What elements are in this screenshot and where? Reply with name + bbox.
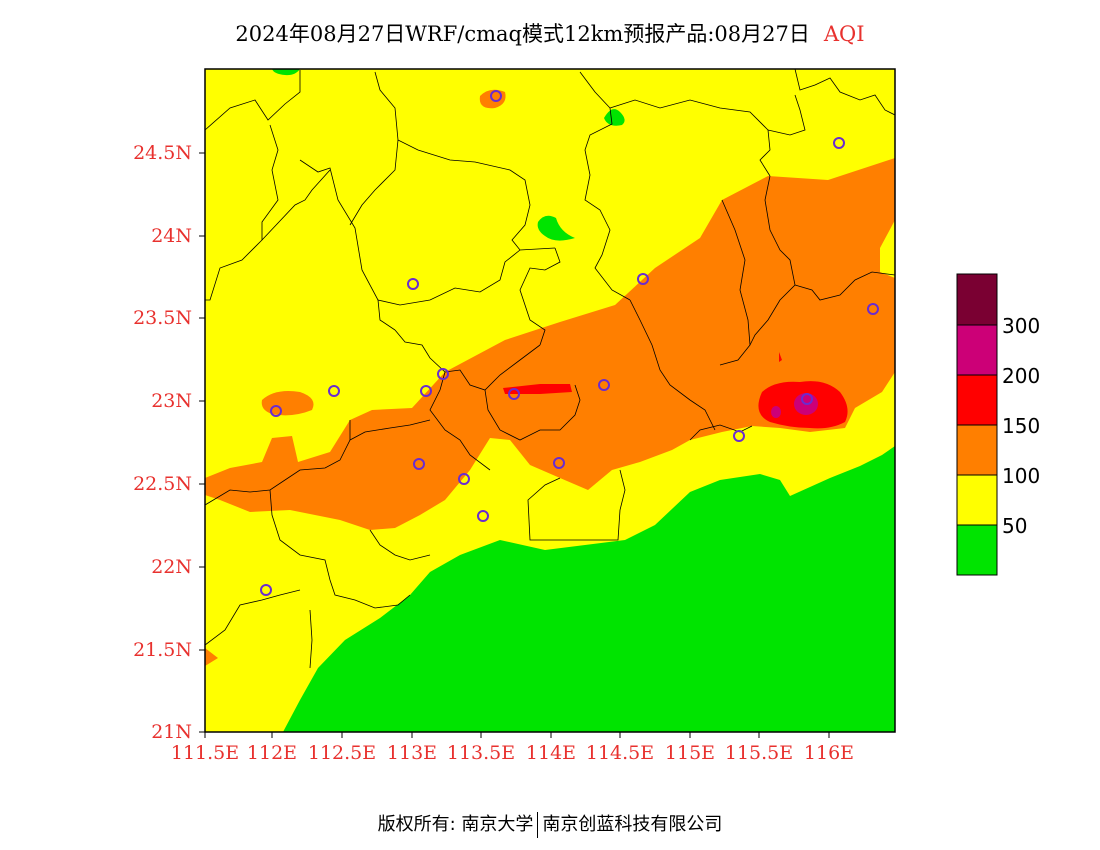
city-marker[interactable] (490, 90, 502, 102)
city-marker[interactable] (458, 473, 470, 485)
lon-label: 112E (246, 742, 298, 764)
legend-swatch-unhealthy (956, 374, 998, 426)
city-marker[interactable] (328, 385, 340, 397)
lat-label: 23.5N (133, 307, 192, 329)
zone-unhealthy-dot (779, 352, 782, 362)
zone-sensitive-west (261, 391, 314, 416)
lat-label: 21.5N (133, 639, 192, 661)
legend-swatch-hazardous (956, 273, 998, 326)
lat-label: 22.5N (133, 473, 192, 495)
city-marker[interactable] (413, 458, 425, 470)
lat-label: 24N (151, 225, 192, 247)
lon-label: 114E (525, 742, 577, 764)
city-marker[interactable] (477, 510, 489, 522)
city-marker[interactable] (407, 278, 419, 290)
axis-ticks (199, 152, 830, 738)
lon-label: 113E (386, 742, 438, 764)
city-marker[interactable] (801, 393, 813, 405)
zone-sensitive-southwest (205, 648, 218, 666)
lon-label: 111.5E (170, 742, 240, 764)
legend-label: 300 (1002, 314, 1041, 338)
legend-colorbar (956, 273, 998, 576)
legend-label: 200 (1002, 364, 1041, 388)
legend-swatch-very-unhealthy (956, 324, 998, 376)
footer-separator (537, 812, 539, 838)
legend-label: 100 (1002, 464, 1041, 488)
lon-label: 116E (803, 742, 855, 764)
city-marker[interactable] (867, 303, 879, 315)
footer-right: 南京创蓝科技有限公司 (542, 814, 723, 835)
zone-good-north-1 (537, 215, 575, 241)
zone-good-north-3 (272, 69, 300, 76)
city-marker[interactable] (420, 385, 432, 397)
city-marker[interactable] (733, 430, 745, 442)
legend-swatch-good (956, 524, 998, 576)
legend-swatch-moderate (956, 474, 998, 526)
zone-good-north-2 (604, 109, 625, 126)
city-markers (260, 90, 879, 596)
zone-good-sea (283, 446, 895, 732)
city-marker[interactable] (508, 388, 520, 400)
lon-label: 112.5E (307, 742, 377, 764)
city-marker[interactable] (637, 273, 649, 285)
zone-very-unhealthy-small (771, 406, 781, 418)
city-marker[interactable] (833, 137, 845, 149)
zone-sensitive (205, 158, 895, 530)
zone-unhealthy-strip (503, 384, 572, 394)
city-marker[interactable] (598, 379, 610, 391)
lon-label: 115.5E (724, 742, 794, 764)
legend-swatch-sensitive (956, 424, 998, 476)
city-marker[interactable] (437, 368, 449, 380)
legend-label: 150 (1002, 414, 1041, 438)
lat-label: 24.5N (133, 142, 192, 164)
lat-label: 21N (151, 721, 192, 743)
aqi-label: AQI (823, 22, 865, 46)
lat-label: 22N (151, 556, 192, 578)
lat-label: 23N (151, 390, 192, 412)
lon-label: 113.5E (446, 742, 516, 764)
city-marker[interactable] (260, 584, 272, 596)
copyright-footer: 版权所有: 南京大学 南京创蓝科技有限公司 (0, 810, 1100, 838)
lon-label: 114.5E (585, 742, 655, 764)
map-title: 2024年08月27日WRF/cmaq模式12km预报产品:08月27日 AQI (0, 18, 1100, 48)
footer-left: 版权所有: 南京大学 (377, 814, 534, 835)
city-marker[interactable] (270, 405, 282, 417)
legend-label: 50 (1002, 514, 1028, 538)
city-marker[interactable] (553, 457, 565, 469)
admin-boundaries (205, 69, 895, 669)
title-text: 2024年08月27日WRF/cmaq模式12km预报产品:08月27日 (235, 22, 810, 46)
map-fill-layer (205, 69, 895, 732)
lon-label: 115E (664, 742, 716, 764)
